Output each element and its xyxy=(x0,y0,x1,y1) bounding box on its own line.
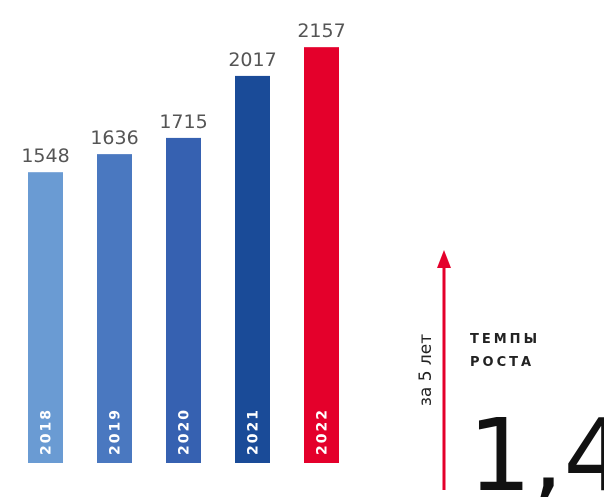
category-label: 2018 xyxy=(39,408,55,455)
bar xyxy=(97,154,132,463)
value-label: 2017 xyxy=(228,49,276,71)
value-label: 1636 xyxy=(90,127,138,149)
growth-value: 1,4 xyxy=(468,397,604,497)
period-label: за 5 лет xyxy=(416,334,436,406)
bar xyxy=(28,172,63,463)
bar xyxy=(235,75,270,463)
growth-label: ТЕМПЫ xyxy=(470,332,540,347)
category-label: 2019 xyxy=(108,408,124,455)
category-label: 2022 xyxy=(315,408,331,455)
category-label: 2021 xyxy=(246,408,262,455)
value-label: 1548 xyxy=(21,145,69,167)
arrow-head xyxy=(437,250,451,268)
value-label: 2157 xyxy=(297,20,345,42)
value-label: 1715 xyxy=(159,111,207,133)
bar xyxy=(304,47,339,463)
growth-label: РОСТА xyxy=(470,355,534,370)
category-label: 2020 xyxy=(177,408,193,455)
bar xyxy=(166,137,201,463)
